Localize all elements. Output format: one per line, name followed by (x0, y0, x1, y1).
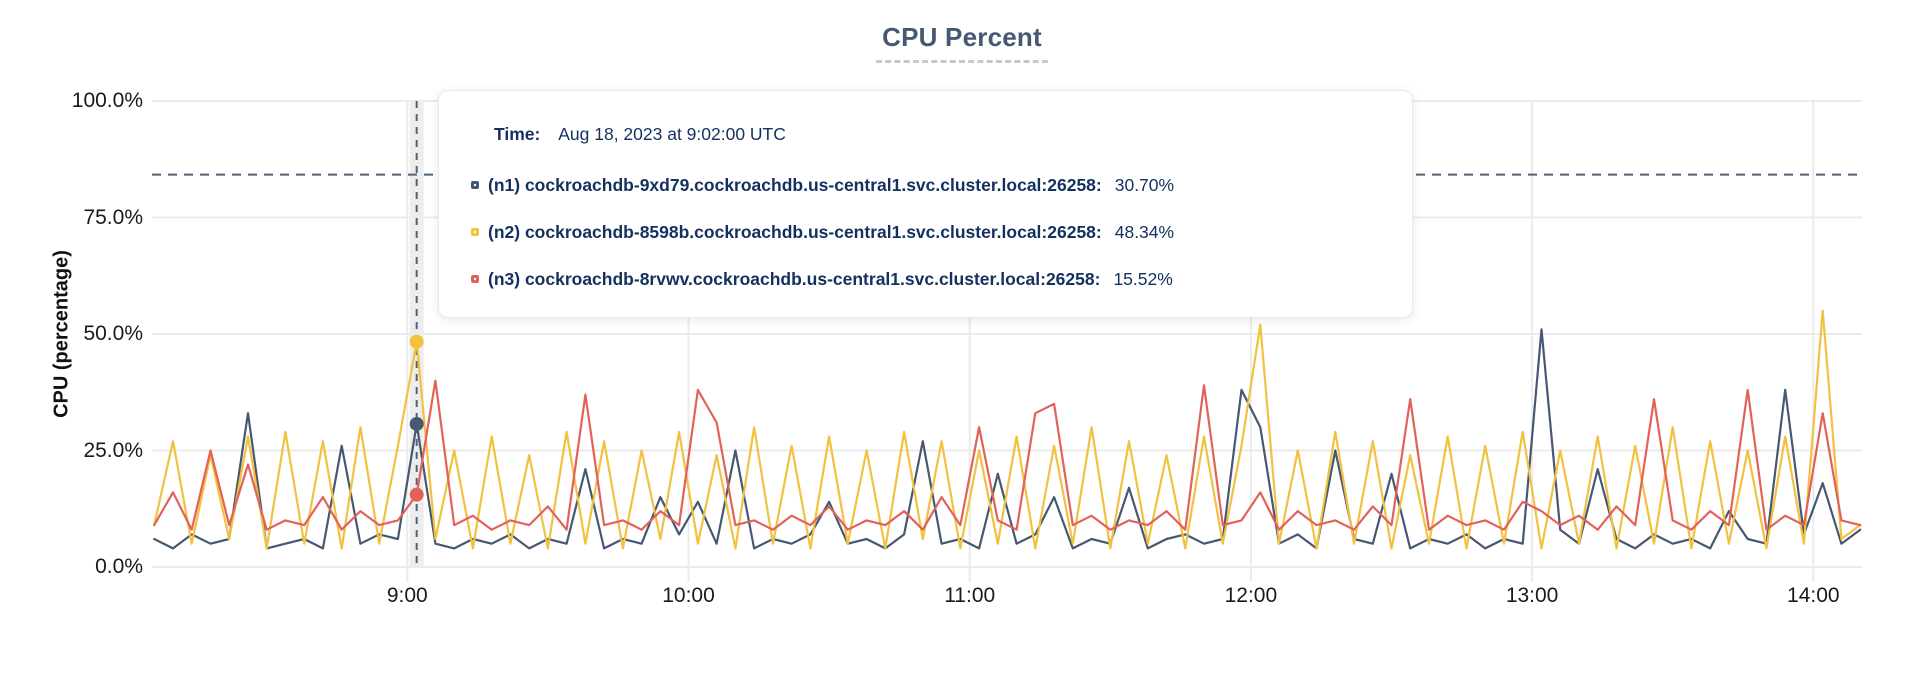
series-line-n2[interactable] (153, 309, 1862, 550)
x-tick-label-13: 13:00 (1505, 584, 1559, 607)
hover-dot-n3 (409, 487, 424, 502)
tooltip-time-row: Time: Aug 18, 2023 at 9:02:00 UTC (494, 122, 1412, 146)
y-tick-label-75: 75.0% (83, 205, 143, 229)
x-tick-label-9: 9:00 (386, 584, 428, 607)
x-tick-label-11: 11:00 (944, 584, 996, 607)
series-line-n3[interactable] (153, 379, 1862, 531)
tooltip-series-value-n1: 30.70% (1114, 174, 1175, 195)
x-tick-label-14: 14:00 (1787, 584, 1840, 607)
tooltip-series-value-n3: 15.52% (1113, 268, 1173, 289)
tooltip-series-rows: (n1) cockroachdb-9xd79.cockroachdb.us-ce… (471, 173, 1412, 291)
hover-dot-n1 (409, 416, 424, 431)
tooltip-time-label: Time: (494, 124, 541, 144)
y-tick-label-100: 100.0% (71, 89, 143, 112)
tooltip-row-n3: (n3) cockroachdb-8rvwv.cockroachdb.us-ce… (471, 267, 1412, 291)
x-tick-label-12: 12:00 (1224, 584, 1278, 607)
chart-title-wrap: CPU Percent (0, 22, 1924, 63)
chart-title[interactable]: CPU Percent (876, 22, 1048, 63)
tooltip-series-label-n3: (n3) cockroachdb-8rvwv.cockroachdb.us-ce… (488, 268, 1101, 289)
series-line-n1[interactable] (153, 328, 1862, 550)
tooltip-series-label-n2: (n2) cockroachdb-8598b.cockroachdb.us-ce… (488, 221, 1102, 242)
hover-dot-n2 (409, 334, 424, 349)
tooltip-time-value: Aug 18, 2023 at 9:02:00 UTC (558, 124, 786, 144)
tooltip-row-n1: (n1) cockroachdb-9xd79.cockroachdb.us-ce… (471, 173, 1412, 197)
y-tick-label-0: 0.0% (95, 555, 143, 578)
legend-square-icon-n3 (471, 275, 479, 283)
hover-tooltip: Time: Aug 18, 2023 at 9:02:00 UTC (n1) c… (438, 90, 1413, 318)
tooltip-series-label-n1: (n1) cockroachdb-9xd79.cockroachdb.us-ce… (488, 174, 1102, 195)
tooltip-row-n2: (n2) cockroachdb-8598b.cockroachdb.us-ce… (471, 220, 1412, 244)
y-tick-label-50: 50.0% (83, 322, 143, 345)
x-tick-label-10: 10:00 (662, 584, 715, 607)
legend-square-icon-n2 (471, 228, 479, 236)
legend-square-icon-n1 (471, 181, 479, 189)
y-tick-label-25: 25.0% (83, 438, 143, 462)
tooltip-series-value-n2: 48.34% (1114, 221, 1175, 242)
